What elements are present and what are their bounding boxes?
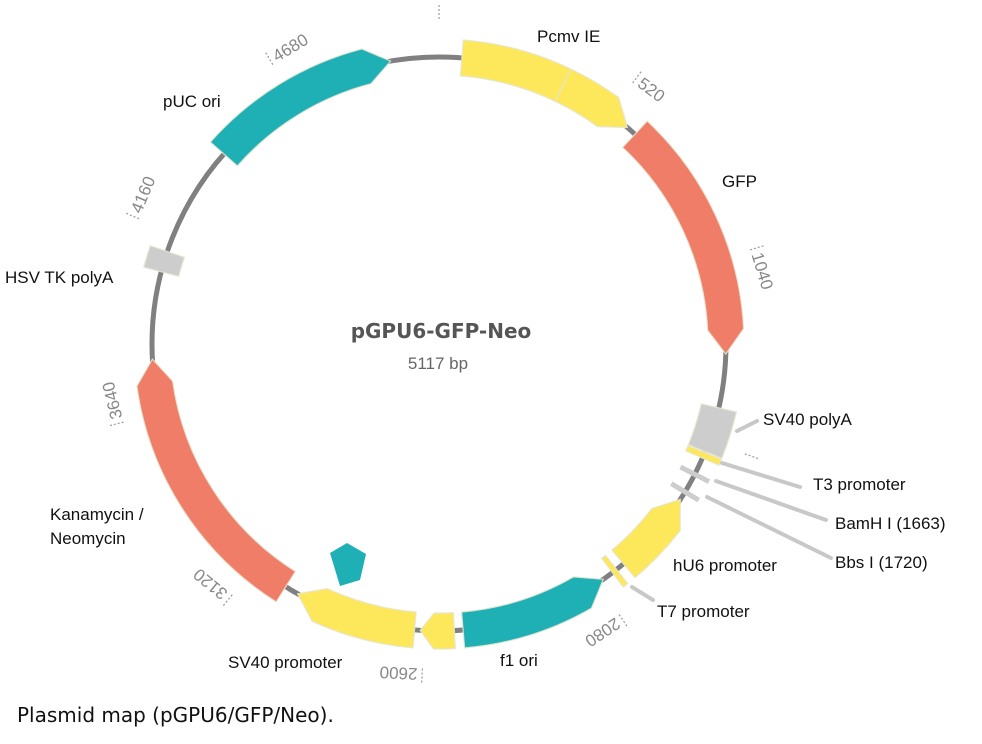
- label-hu6-promoter: hU6 promoter: [673, 556, 777, 575]
- tick-label: 2600: [379, 662, 418, 683]
- feature-kanamycin-neomycin: [136, 358, 297, 603]
- tick-mark: [744, 453, 759, 460]
- label-sv40-polya: SV40 polyA: [763, 410, 852, 429]
- tick-label: 4160: [127, 174, 159, 216]
- label-sv40-promoter: SV40 promoter: [228, 653, 343, 672]
- feature-sv40-polya: [687, 403, 738, 460]
- tick-mark: [421, 668, 424, 683]
- feature-gfp: [621, 120, 745, 356]
- figure-caption: Plasmid map (pGPU6/GFP/Neo).: [17, 703, 334, 727]
- label-kanamycin-line2: Neomycin: [50, 529, 126, 548]
- leader-lines: [630, 419, 833, 602]
- tick-mark: [749, 245, 764, 251]
- site-marker-bbs: [669, 481, 700, 503]
- label-gfp: GFP: [722, 172, 757, 191]
- tick-label: 3640: [99, 380, 127, 421]
- label-kanamycin-line1: Kanamycin /: [50, 505, 144, 524]
- tick-label: 2080: [582, 614, 624, 651]
- tick-mark: [125, 212, 140, 220]
- teal-fragment-marker: [330, 543, 366, 586]
- feature-segment-8: [419, 611, 456, 650]
- feature-f1-ori: [460, 576, 605, 649]
- plasmid-name: pGPU6-GFP-Neo: [351, 319, 532, 343]
- features: [136, 39, 745, 650]
- tick-label: 4680: [269, 30, 311, 66]
- feature-segment-1: [554, 68, 629, 129]
- label-t7-promoter: T7 promoter: [657, 602, 750, 621]
- label-f1-ori: f1 ori: [500, 651, 538, 670]
- plasmid-size: 5117 bp: [408, 354, 468, 373]
- feature-t7-promoter: [600, 554, 629, 588]
- label-pcmv-ie: Pcmv IE: [537, 27, 600, 46]
- leader-bamh: [714, 479, 828, 522]
- leader-sv40-polya: [735, 419, 759, 433]
- tick-label: 520: [634, 74, 668, 106]
- label-hsv-tk-polya: HSV TK polyA: [5, 268, 114, 287]
- feature-hsv-tk-polya: [143, 244, 186, 278]
- tick-mark: [109, 421, 124, 427]
- label-puc-ori: pUC ori: [163, 92, 221, 111]
- feature-sv40-promoter: [296, 587, 417, 649]
- site-marker-bamh: [679, 464, 711, 484]
- label-bbs-site: Bbs I (1720): [835, 553, 928, 572]
- leader-t3: [720, 461, 802, 489]
- feature-pcmv-ie: [459, 39, 572, 103]
- feature-puc-ori: [209, 48, 392, 167]
- label-bamh-site: BamH I (1663): [835, 514, 946, 533]
- tick-label: 3120: [190, 565, 231, 604]
- feature-t3-promoter: [685, 444, 723, 466]
- leader-bbs: [705, 495, 833, 560]
- leader-t7: [630, 585, 655, 602]
- label-t3-promoter: T3 promoter: [813, 475, 906, 494]
- tick-label: 1040: [748, 250, 777, 292]
- feature-hu6-promoter: [611, 498, 681, 579]
